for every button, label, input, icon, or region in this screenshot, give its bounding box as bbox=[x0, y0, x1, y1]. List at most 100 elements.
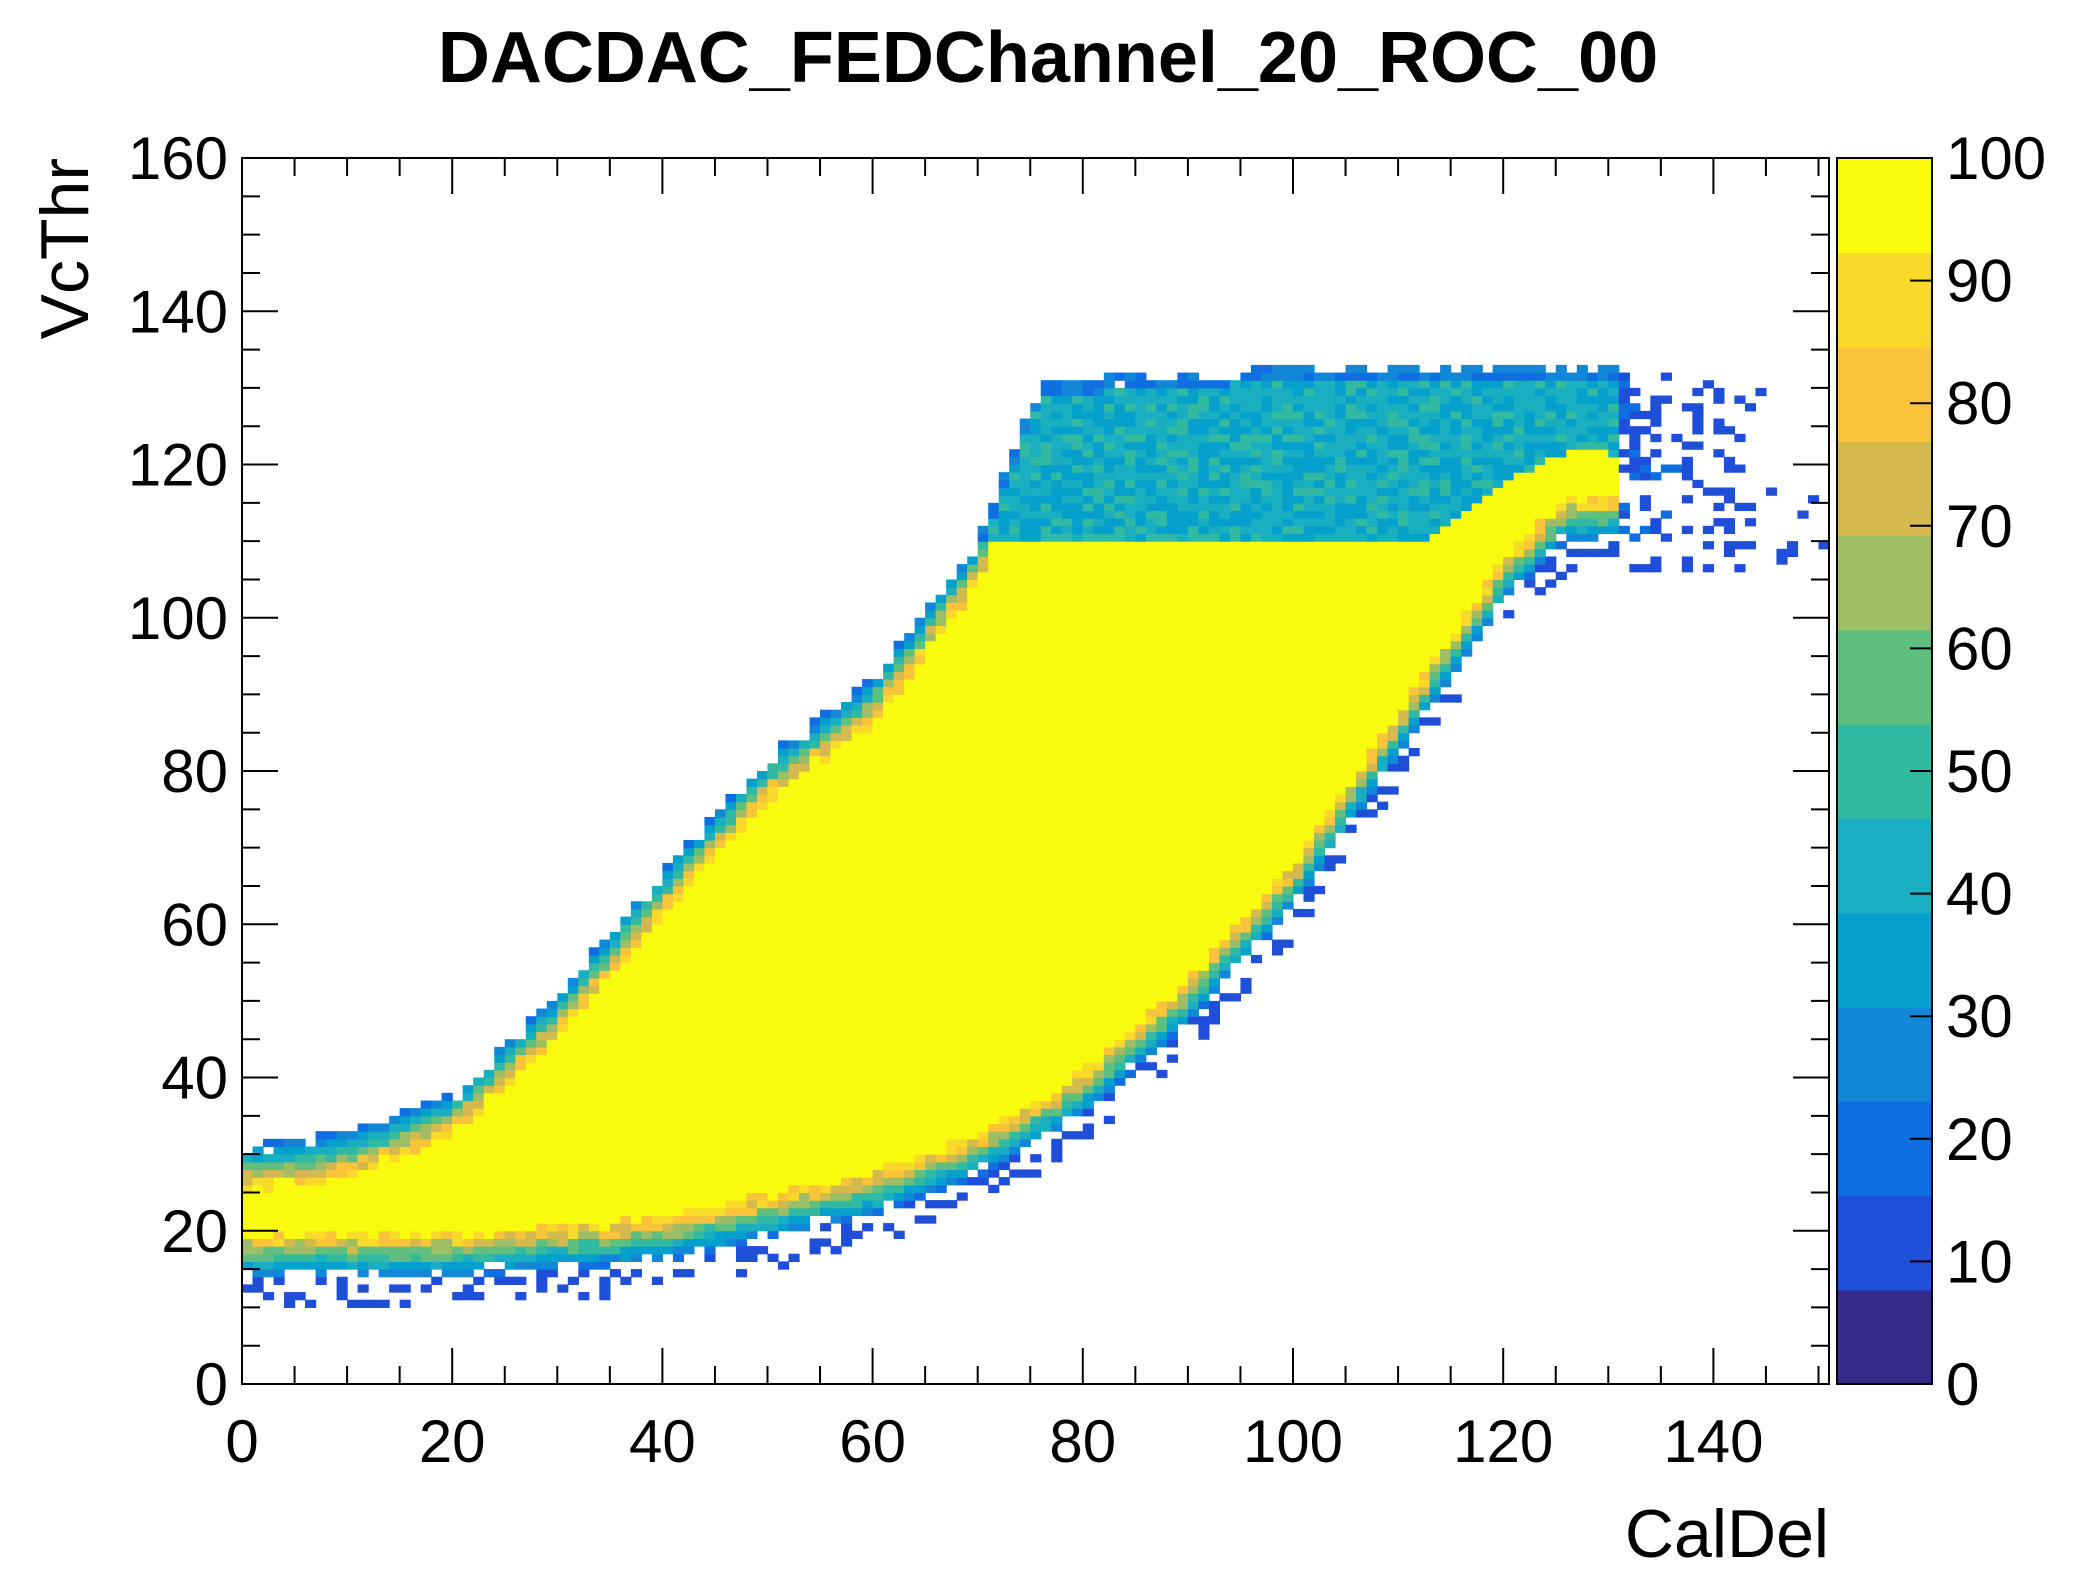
heatmap-cell bbox=[1082, 832, 1094, 841]
heatmap-cell bbox=[693, 893, 706, 902]
heatmap-cell bbox=[967, 977, 979, 987]
heatmap-cell bbox=[515, 1146, 527, 1155]
heatmap-cell bbox=[1030, 962, 1042, 971]
heatmap-cell bbox=[967, 1177, 979, 1186]
heatmap-cell bbox=[1135, 479, 1147, 489]
heatmap-cell bbox=[925, 954, 937, 964]
heatmap-cell bbox=[641, 1207, 653, 1217]
heatmap-cell bbox=[1145, 403, 1157, 412]
heatmap-cell bbox=[252, 1177, 264, 1186]
heatmap-cell bbox=[693, 954, 706, 964]
heatmap-cell bbox=[883, 893, 895, 902]
heatmap-cell bbox=[767, 1023, 779, 1033]
heatmap-cell bbox=[557, 1092, 569, 1102]
heatmap-cell bbox=[1166, 1023, 1178, 1033]
heatmap-cell bbox=[683, 1077, 695, 1086]
heatmap-cell bbox=[630, 1062, 642, 1071]
heatmap-cell bbox=[515, 1238, 527, 1247]
heatmap-cell bbox=[273, 1177, 285, 1186]
heatmap-cell bbox=[557, 1062, 569, 1071]
heatmap-cell bbox=[347, 1253, 359, 1262]
heatmap-cell bbox=[862, 1069, 874, 1079]
heatmap-cell bbox=[263, 1184, 275, 1194]
heatmap-cell bbox=[946, 809, 958, 818]
heatmap-cell bbox=[1040, 901, 1052, 910]
heatmap-cell bbox=[883, 1146, 895, 1155]
heatmap-cell bbox=[988, 579, 1000, 588]
heatmap-cell bbox=[1061, 571, 1073, 581]
heatmap-cell bbox=[1009, 1023, 1021, 1033]
heatmap-cell bbox=[389, 1184, 401, 1194]
heatmap-cell bbox=[820, 970, 832, 979]
heatmap-cell bbox=[1082, 502, 1094, 512]
heatmap-cell bbox=[946, 962, 958, 971]
heatmap-cell bbox=[525, 1192, 537, 1201]
heatmap-cell bbox=[693, 1230, 706, 1240]
heatmap-cell bbox=[1103, 587, 1115, 596]
heatmap-cell bbox=[567, 1008, 579, 1017]
heatmap-cell bbox=[788, 1192, 800, 1201]
heatmap-cell bbox=[778, 778, 790, 787]
heatmap-cell bbox=[1082, 510, 1094, 519]
heatmap-cell bbox=[1082, 617, 1094, 627]
heatmap-cell bbox=[851, 709, 863, 718]
heatmap-cell bbox=[988, 679, 1000, 688]
heatmap-cell bbox=[1019, 548, 1031, 558]
heatmap-cell bbox=[599, 1054, 611, 1063]
heatmap-cell bbox=[1030, 510, 1042, 519]
heatmap-cell bbox=[883, 1069, 895, 1079]
heatmap-cell bbox=[799, 1000, 811, 1010]
heatmap-cell bbox=[851, 985, 863, 994]
heatmap-cell bbox=[778, 916, 790, 925]
heatmap-cell bbox=[830, 855, 842, 864]
heatmap-cell bbox=[641, 962, 653, 971]
heatmap-cell bbox=[1009, 763, 1021, 772]
heatmap-cell bbox=[1009, 1169, 1021, 1178]
heatmap-cell bbox=[914, 870, 926, 879]
heatmap-cell bbox=[841, 924, 853, 933]
heatmap-cell bbox=[1082, 816, 1094, 826]
heatmap-cell bbox=[473, 1253, 485, 1262]
heatmap-cell bbox=[1093, 1000, 1105, 1010]
heatmap-cell bbox=[242, 1238, 254, 1247]
heatmap-cell bbox=[609, 947, 621, 956]
heatmap-cell bbox=[862, 839, 874, 849]
heatmap-cell bbox=[1040, 786, 1052, 795]
heatmap-cell bbox=[778, 977, 790, 987]
heatmap-cell bbox=[609, 1177, 621, 1186]
heatmap-cell bbox=[483, 1177, 495, 1186]
heatmap-cell bbox=[1103, 410, 1115, 420]
heatmap-cell bbox=[515, 1123, 527, 1132]
heatmap-cell bbox=[988, 1092, 1000, 1102]
heatmap-cell bbox=[651, 1031, 663, 1040]
heatmap-cell bbox=[546, 1269, 558, 1278]
heatmap-cell bbox=[1114, 1000, 1126, 1010]
heatmap-cell bbox=[609, 1069, 621, 1079]
heatmap-cell bbox=[883, 1192, 895, 1201]
heatmap-cell bbox=[841, 763, 853, 772]
heatmap-cell bbox=[956, 763, 968, 772]
heatmap-cell bbox=[672, 962, 685, 971]
heatmap-cell bbox=[1166, 748, 1178, 757]
heatmap-cell bbox=[862, 947, 874, 956]
heatmap-cell bbox=[525, 1154, 537, 1163]
heatmap-cell bbox=[1145, 793, 1157, 803]
heatmap-cell bbox=[1019, 1092, 1031, 1102]
heatmap-cell bbox=[1051, 855, 1063, 864]
heatmap-cell bbox=[630, 1000, 642, 1010]
heatmap-cell bbox=[1072, 748, 1084, 757]
heatmap-cell bbox=[946, 686, 958, 695]
heatmap-cell bbox=[315, 1207, 327, 1217]
heatmap-cell bbox=[1124, 816, 1136, 826]
heatmap-cell bbox=[620, 1177, 632, 1186]
heatmap-cell bbox=[767, 816, 779, 826]
heatmap-cell bbox=[630, 1016, 642, 1025]
heatmap-cell bbox=[767, 1184, 779, 1194]
heatmap-cell bbox=[662, 870, 674, 879]
heatmap-cell bbox=[1051, 771, 1063, 780]
heatmap-cell bbox=[799, 1039, 811, 1048]
heatmap-cell bbox=[893, 1146, 905, 1155]
heatmap-cell bbox=[1124, 885, 1136, 895]
heatmap-cell bbox=[862, 1077, 874, 1086]
heatmap-cell bbox=[872, 1154, 884, 1163]
